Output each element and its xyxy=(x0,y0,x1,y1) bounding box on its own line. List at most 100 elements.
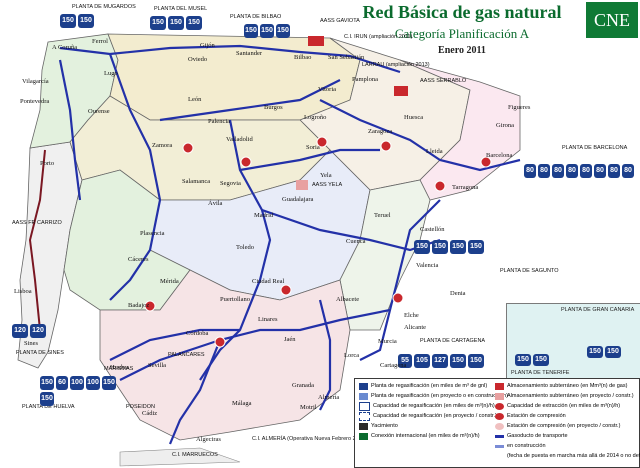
city-label: Jaén xyxy=(284,336,296,343)
storage-yela xyxy=(296,180,308,190)
compression-station xyxy=(240,156,252,168)
plant-label-gran-canaria: PLANTA DE GRAN CANARIA xyxy=(561,307,635,313)
morocco-coast xyxy=(119,447,241,467)
tank: 80 xyxy=(608,164,620,178)
city-label: Lorca xyxy=(344,352,360,359)
connection-label: C.I. MARRUECOS xyxy=(172,452,218,458)
tank: 150 xyxy=(533,354,549,366)
legend-item: (fecha de puesta en marcha más allá de 2… xyxy=(495,451,640,461)
city-label: Valladolid xyxy=(226,136,253,143)
tank: 150 xyxy=(450,354,466,368)
tank: 150 xyxy=(468,354,484,368)
connection-label: AASS GAVIOTA xyxy=(320,18,360,24)
legend-label: Almacenamiento subterráneo (en proyecto … xyxy=(507,393,634,399)
city-label: Cartagena xyxy=(380,362,407,369)
legend-item: Almacenamiento subterráneo (en Mm³(n) de… xyxy=(495,381,640,391)
pipeline-central xyxy=(199,119,272,381)
plant-label-sagunto: PLANTA DE SAGUNTO xyxy=(500,268,559,274)
city-label: Teruel xyxy=(374,212,391,219)
tank: 120 xyxy=(12,324,28,338)
compression-station xyxy=(380,140,392,152)
legend-swatch xyxy=(495,392,504,400)
plant-label-cartagena: PLANTA DE CARTAGENA xyxy=(420,338,486,344)
tank: 80 xyxy=(580,164,592,178)
tank: 80 xyxy=(552,164,564,178)
legend-label: Conexión internacional (en miles de m³(n… xyxy=(371,433,480,439)
legend-label: Capacidad de regasificación (en proyecto… xyxy=(373,413,497,419)
legend-swatch xyxy=(495,452,504,460)
tank: 80 xyxy=(566,164,578,178)
city-label: Motril xyxy=(300,404,317,411)
legend-item: Yacimiento xyxy=(359,421,508,431)
pipeline-south xyxy=(119,308,391,381)
map-title: Red Básica de gas natural xyxy=(362,2,562,22)
tank: 100 xyxy=(70,376,84,390)
city-label: Mérida xyxy=(160,278,179,285)
city-label: Castellón xyxy=(420,226,445,233)
storage-serrablo xyxy=(394,86,408,96)
legend-item: Estación de compresión xyxy=(495,411,640,421)
city-label: Zaragoza xyxy=(368,128,393,135)
tank: 150 xyxy=(244,24,258,38)
legend-item: Conexión internacional (en miles de m³(n… xyxy=(359,431,508,441)
city-label: Santander xyxy=(236,50,262,57)
legend-item: Capacidad de regasificación (en proyecto… xyxy=(359,411,508,421)
canary-islands-inset: PLANTA DE GRAN CANARIA 150 150 PLANTA DE… xyxy=(506,303,640,385)
compression-station xyxy=(316,136,328,148)
city-label: León xyxy=(188,96,202,103)
legend-label: Yacimiento xyxy=(371,423,398,429)
tank: 150 xyxy=(78,14,94,28)
legend-label: Estación de compresión (en proyecto / co… xyxy=(507,423,621,429)
pipeline-levante xyxy=(359,199,441,361)
city-label: Ferrol xyxy=(92,38,108,45)
storage-gaviota xyxy=(308,36,324,46)
city-label: Cuenca xyxy=(346,238,366,245)
map-legend: Planta de regasificación (en miles de m³… xyxy=(354,378,640,468)
city-label: Badajoz xyxy=(128,302,150,309)
city-label: Vitoria xyxy=(318,86,337,93)
legend-item: Capacidad de extracción (en miles de m³(… xyxy=(495,401,640,411)
city-label: Pamplona xyxy=(352,76,378,83)
city-label: Linares xyxy=(258,316,278,323)
cne-logo: CNE xyxy=(586,2,638,38)
legend-label: Gasoducto de transporte xyxy=(507,433,568,439)
city-label: Burgos xyxy=(264,104,283,111)
legend-item: Planta de regasificación (en miles de m³… xyxy=(359,381,508,391)
tank: 60 xyxy=(56,376,68,390)
legend-label: Capacidad de regasificación (en miles de… xyxy=(373,403,495,409)
pipeline-soria xyxy=(239,148,380,172)
tank: 150 xyxy=(587,346,603,358)
pipeline-portugal xyxy=(28,149,46,331)
legend-item: Planta de regasificación (en proyecto o … xyxy=(359,391,508,401)
city-label: Cádiz xyxy=(142,410,158,417)
tank: 150 xyxy=(40,376,54,390)
city-label: Alicante xyxy=(404,324,427,331)
andalucia-region xyxy=(99,269,351,441)
connection-label: PALANCARES xyxy=(168,352,205,358)
city-label: Yela xyxy=(320,172,332,179)
city-label: Sines xyxy=(24,340,39,347)
tank: 150 xyxy=(150,16,166,30)
legend-swatch xyxy=(359,411,370,421)
map-header: Red Básica de gas natural Categoría Plan… xyxy=(344,2,580,66)
city-label: Vilagarcía xyxy=(22,78,49,85)
city-label: Almería xyxy=(318,394,340,401)
city-label: Córdoba xyxy=(186,330,209,337)
compression-station xyxy=(480,156,492,168)
tank: 80 xyxy=(594,164,606,178)
tank: 80 xyxy=(622,164,634,178)
tank: 150 xyxy=(468,240,484,254)
city-label: Madrid xyxy=(254,212,274,219)
city-label: Ciudad Real xyxy=(252,278,285,285)
pipeline-ebro xyxy=(319,99,521,172)
compression-stations xyxy=(144,136,492,348)
city-label: Palencia xyxy=(208,118,231,125)
city-label: San Sebastián xyxy=(328,54,365,61)
city-label: Figueres xyxy=(508,104,531,111)
legend-swatch xyxy=(359,401,370,411)
city-label: Sevilla xyxy=(148,362,167,369)
legend-swatch xyxy=(359,432,368,440)
legend-label: Estación de compresión xyxy=(507,413,566,419)
city-label: Segovia xyxy=(220,180,241,187)
